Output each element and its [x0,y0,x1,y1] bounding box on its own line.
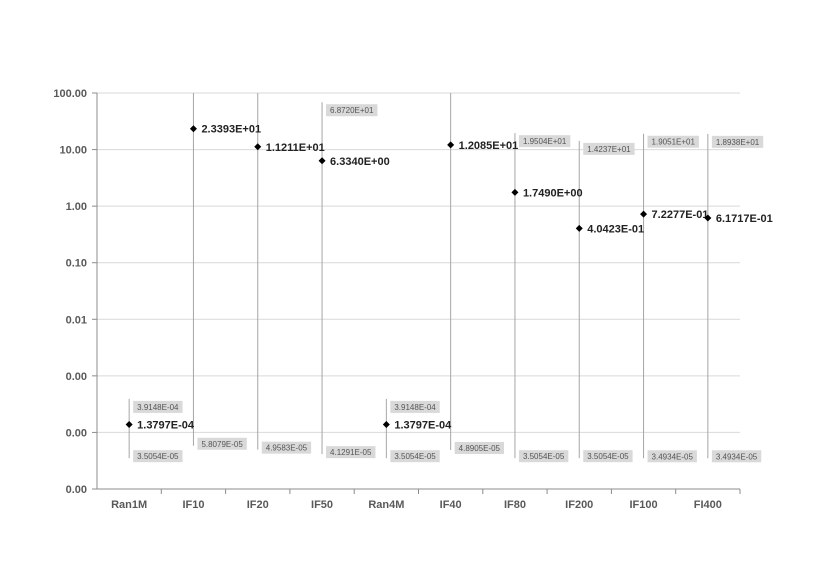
y-tick-label: 1.00 [66,201,87,213]
low-label-box [583,450,633,463]
data-point-marker [382,421,390,429]
low-label-box [197,437,247,450]
axis-layer: 100.00 10.00 1.00 0.10 0.01 0.00 0.00 0.00 Ran1M… [53,88,741,511]
high-label-box [583,142,635,155]
data-point-marker [318,157,326,165]
y-tick-label: 10.00 [59,145,87,157]
data-point-label: 6.3340E+00 [330,156,390,168]
high-label-box [326,104,378,117]
x-tick-label: IF100 [629,499,657,511]
data-point-label: 1.7490E+00 [523,187,583,199]
data-point-label: 1.3797E-04 [394,420,452,432]
low-label-box [390,450,440,463]
x-tick-label: IF40 [440,499,462,511]
x-tick-label: IF50 [311,499,333,511]
y-tick-label: 0.00 [66,371,87,383]
high-label-box [133,400,183,413]
low-label: 3.5054E-05 [523,452,565,461]
high-label: 1.4237E+01 [587,145,631,154]
low-label-box [261,441,312,454]
x-tick-label: IF80 [504,499,526,511]
x-tick-label: IF10 [182,499,204,511]
high-label: 3.9148E-04 [394,403,436,412]
labels: 3.9148E-04 3.5054E-05 5.8079E-05 4.9583E-05… [133,104,764,463]
data-point-label: 1.2085E+01 [459,140,519,152]
low-label: 4.8905E-05 [459,444,501,453]
points: 1.3797E-04 2.3393E+01 1.1211E+01 6.3340E+00… [125,124,773,432]
data-point-marker [189,125,197,133]
low-label: 5.8079E-05 [201,440,243,449]
data-point-label: 1.1211E+01 [266,142,325,154]
x-tick-label: FI400 [694,499,722,511]
data-point-label: 7.2277E-01 [652,209,709,221]
data-point-marker [575,224,583,232]
data-point-marker [704,214,712,222]
high-label: 1.9051E+01 [652,138,696,147]
data-point-marker [254,143,262,151]
low-label-box [647,450,697,463]
data-point-label: 1.3797E-04 [137,420,195,432]
low-label: 3.4934E-05 [716,452,758,461]
high-label-box [518,135,571,148]
data-point-marker [511,188,519,196]
y-tick-label: 0.01 [66,314,87,326]
x-tick-label: IF20 [247,499,269,511]
data-point-label: 2.3393E+01 [201,124,261,136]
data-point-label: 4.0423E-01 [587,223,644,235]
x-tick-label: IF200 [565,499,593,511]
low-label-box [711,450,762,463]
low-label: 3.5054E-05 [587,452,629,461]
high-label: 3.9148E-04 [137,403,179,412]
high-label: 1.8938E+01 [716,138,760,147]
high-label-box [647,135,699,148]
data-point-label: 6.1717E-01 [716,213,773,225]
grid-layer [97,92,740,433]
y-tick-label: 0.10 [66,258,87,270]
low-label: 4.1291E-05 [330,448,372,457]
high-label: 6.8720E+01 [330,106,374,115]
x-tick-label: Ran1M [111,499,147,511]
high-label: 1.9504E+01 [523,137,567,146]
high-label-box [390,400,440,413]
low-label-box [133,450,183,463]
data-point-marker [447,141,455,149]
low-label: 3.4934E-05 [652,452,694,461]
low-label: 3.5054E-05 [137,452,179,461]
low-label-box [454,442,505,455]
y-tick-label: 0.00 [66,484,87,496]
y-tick-label: 0.00 [66,427,87,439]
data-point-marker [125,421,133,429]
low-label-box [326,446,376,459]
x-tick-label: Ran4M [368,499,404,511]
low-label: 3.5054E-05 [394,452,436,461]
low-label-box [518,450,569,463]
low-label: 4.9583E-05 [266,444,308,453]
high-label-box [711,135,764,148]
data-point-marker [640,210,648,218]
y-tick-label: 100.00 [53,88,87,100]
